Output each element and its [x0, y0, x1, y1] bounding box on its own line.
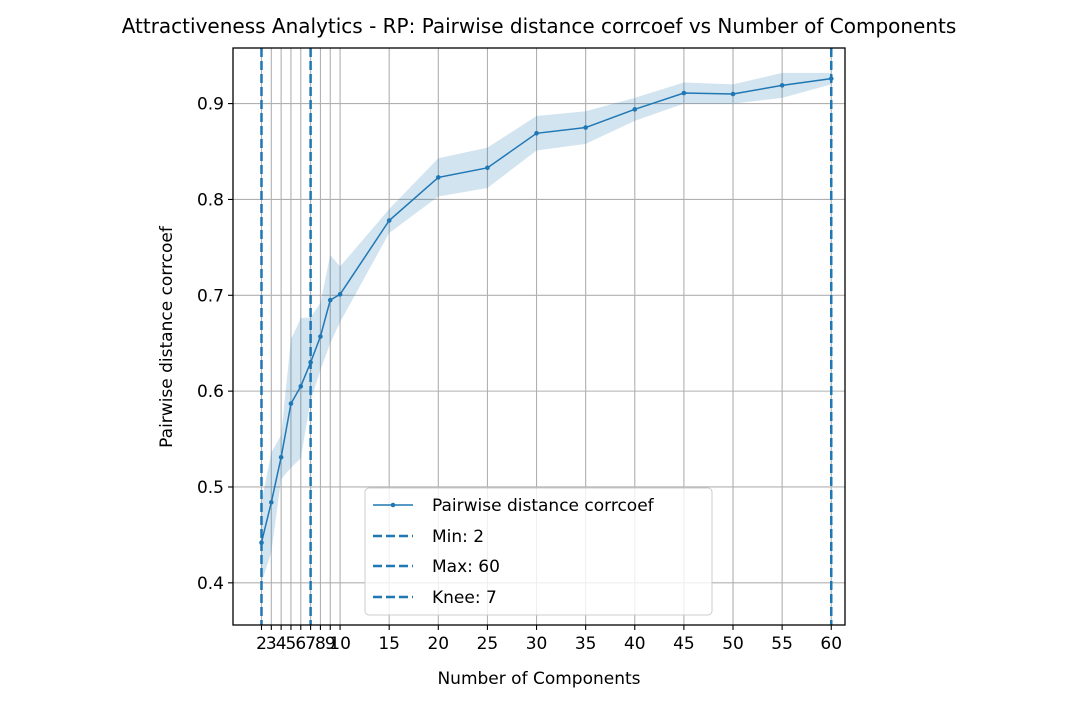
data-point	[436, 175, 441, 180]
data-point	[583, 125, 588, 130]
x-tick-label: 60	[820, 634, 842, 654]
x-tick-label: 55	[771, 634, 793, 654]
data-point	[779, 83, 785, 88]
legend-box	[364, 487, 713, 616]
data-point	[259, 540, 264, 545]
legend-swatch-marker	[390, 502, 396, 508]
x-tick-label: 10	[329, 634, 351, 654]
data-point	[308, 360, 313, 365]
data-point	[298, 384, 304, 389]
y-axis-label: Pairwise distance corrcoef	[157, 225, 177, 448]
x-tick-label: 45	[673, 634, 695, 654]
x-axis-label: Number of Components	[437, 669, 640, 689]
x-tick-label: 35	[575, 634, 597, 654]
legend-entry-min: Min: 2	[432, 527, 484, 547]
legend-entry-max: Max: 60	[432, 557, 500, 577]
x-tick-label: 2	[256, 634, 267, 654]
x-tick-label: 50	[722, 634, 744, 654]
data-point	[386, 218, 392, 223]
y-tick-label: 0.6	[197, 382, 224, 402]
legend-entry-knee: Knee: 7	[432, 588, 497, 608]
x-tick-label: 15	[378, 634, 400, 654]
data-point	[327, 297, 333, 303]
chart-title: Attractiveness Analytics - RP: Pairwise …	[122, 14, 957, 38]
reference-lines	[260, 48, 833, 625]
data-point	[632, 107, 638, 112]
x-tick-label: 40	[624, 634, 646, 654]
data-point	[318, 334, 323, 339]
data-point	[534, 131, 539, 136]
plot-frame	[232, 47, 846, 626]
confidence-band-layer	[261, 72, 832, 583]
data-point	[288, 401, 294, 406]
x-tick-label: 25	[477, 634, 499, 654]
y-tick-label: 0.8	[197, 190, 224, 210]
confidence-band	[261, 72, 832, 583]
data-point	[730, 91, 736, 97]
x-tick-label: 4	[276, 634, 287, 654]
data-point	[337, 292, 343, 297]
data-point	[269, 500, 274, 505]
x-tick-label: 8	[315, 634, 326, 654]
y-tick-label: 0.5	[197, 478, 224, 498]
x-tick-label: 30	[526, 634, 548, 654]
x-tick-label: 3	[266, 634, 277, 654]
legend-entry-series: Pairwise distance corrcoef	[432, 496, 655, 516]
x-tick-label: 5	[286, 634, 297, 654]
x-tick-label: 6	[295, 634, 306, 654]
x-tick-label: 7	[305, 634, 316, 654]
data-point	[278, 454, 284, 460]
y-tick-label: 0.7	[197, 286, 224, 306]
data-point	[485, 165, 490, 171]
series-layer	[259, 76, 834, 545]
x-tick-label: 9	[325, 634, 336, 654]
data-point	[828, 76, 834, 81]
x-tick-label: 20	[427, 634, 449, 654]
y-tick-label: 0.4	[197, 574, 224, 594]
data-point	[681, 90, 687, 96]
y-tick-label: 0.9	[197, 95, 224, 115]
legend: Pairwise distance corrcoef Min: 2 Max: 6…	[364, 487, 713, 616]
